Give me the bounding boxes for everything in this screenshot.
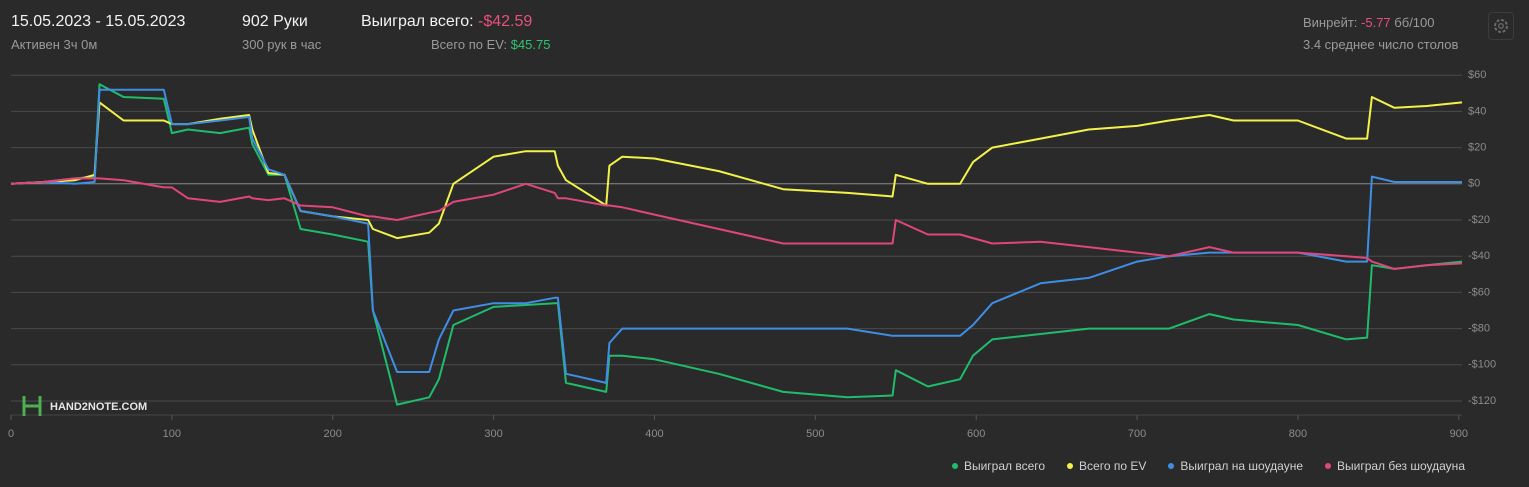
series-line bbox=[10, 83, 1463, 406]
legend-label: Выиграл на шоудауне bbox=[1180, 459, 1303, 473]
ev-total-label: Всего по EV: bbox=[431, 37, 508, 52]
settings-icon bbox=[1494, 19, 1508, 33]
series-line bbox=[10, 88, 1462, 384]
won-total-value: -$42.59 bbox=[478, 13, 533, 30]
x-tick-label: 700 bbox=[1128, 428, 1146, 440]
active-time: Активен 3ч 0м bbox=[11, 37, 98, 52]
y-tick-label: -$20 bbox=[1468, 214, 1490, 226]
watermark-logo bbox=[22, 396, 42, 416]
y-tick-label: -$60 bbox=[1468, 286, 1490, 298]
legend-label: Всего по EV bbox=[1079, 459, 1147, 473]
winrate-label: Винрейт: bbox=[1303, 15, 1358, 30]
x-tick-label: 300 bbox=[484, 428, 502, 440]
won-block: Выиграл всего: -$42.59 Всего по EV: $45.… bbox=[361, 12, 587, 54]
y-tick-label: $40 bbox=[1468, 105, 1486, 117]
y-tick-label: -$120 bbox=[1468, 395, 1496, 407]
y-tick-label: -$100 bbox=[1468, 359, 1496, 371]
legend-marker bbox=[1168, 463, 1175, 469]
avg-tables: 3.4 среднее число столов bbox=[1303, 37, 1459, 52]
winrate-unit: бб/100 bbox=[1394, 15, 1435, 30]
y-tick-label: $0 bbox=[1468, 178, 1480, 190]
legend-marker bbox=[951, 463, 958, 469]
x-tick-label: 200 bbox=[324, 428, 342, 440]
y-tick-label: $20 bbox=[1468, 142, 1486, 154]
hands-per-hour: 300 рук в час bbox=[242, 37, 322, 52]
legend-item[interactable]: Выиграл всего bbox=[951, 459, 1046, 473]
x-tick-label: 900 bbox=[1450, 428, 1468, 440]
date-range: 15.05.2023 - 15.05.2023 bbox=[11, 13, 186, 30]
x-tick-label: 800 bbox=[1289, 428, 1307, 440]
series-line bbox=[10, 96, 1463, 240]
plot-area bbox=[11, 68, 1462, 410]
legend-item[interactable]: Выиграл на шоудауне bbox=[1168, 459, 1303, 473]
hands-block: 902 Руки 300 рук в час bbox=[242, 12, 321, 54]
legend: Выиграл всего Всего по EV Выиграл на шоуда… bbox=[951, 459, 1465, 473]
x-tick-label: 100 bbox=[163, 428, 181, 440]
won-total-label: Выиграл всего: bbox=[361, 13, 474, 30]
series-line bbox=[10, 177, 1463, 270]
y-tick-label: $60 bbox=[1468, 69, 1486, 81]
legend-marker bbox=[1067, 463, 1074, 469]
winrate: Винрейт: -5.77 бб/100 bbox=[1303, 14, 1458, 32]
settings-button[interactable] bbox=[1488, 12, 1514, 40]
hands: 902 Руки bbox=[242, 13, 308, 30]
y-tick-label: -$80 bbox=[1468, 322, 1490, 334]
x-tick-label: 0 bbox=[8, 428, 14, 440]
legend-item[interactable]: Выиграл без шоудауна bbox=[1325, 459, 1465, 473]
x-tick-label: 400 bbox=[645, 428, 663, 440]
y-tick-label: -$40 bbox=[1468, 250, 1490, 262]
ev-total: Всего по EV: $45.75 bbox=[361, 36, 587, 54]
legend-label: Выиграл без шоудауна bbox=[1337, 459, 1465, 473]
legend-marker bbox=[1325, 463, 1331, 469]
ev-total-value: $45.75 bbox=[510, 37, 551, 52]
date-block: 15.05.2023 - 15.05.2023 Активен 3ч 0м bbox=[11, 12, 185, 54]
winrate-block: Винрейт: -5.77 бб/100 3.4 среднее число … bbox=[1303, 14, 1458, 54]
winrate-value: -5.77 bbox=[1361, 15, 1391, 30]
legend-label: Выиграл всего bbox=[963, 459, 1046, 473]
legend-item[interactable]: Всего по EV bbox=[1067, 459, 1146, 473]
x-tick-label: 500 bbox=[806, 428, 824, 440]
x-tick-label: 600 bbox=[967, 428, 985, 440]
watermark-text: HAND2NOTE.COM bbox=[50, 401, 147, 413]
won-total: Выиграл всего: -$42.59 bbox=[361, 12, 587, 32]
watermark: HAND2NOTE.COM bbox=[22, 396, 147, 416]
